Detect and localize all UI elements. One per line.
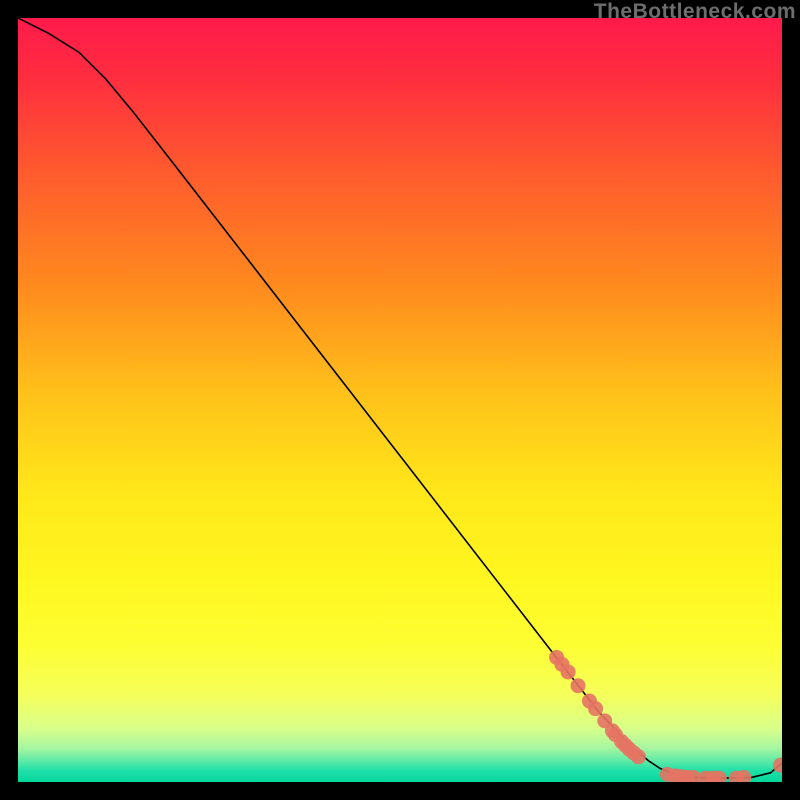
chart-svg xyxy=(18,18,782,782)
data-point xyxy=(561,664,576,679)
attribution-text: TheBottleneck.com xyxy=(594,0,796,24)
plot-area xyxy=(18,18,782,782)
data-point xyxy=(571,678,586,693)
data-point xyxy=(631,749,646,764)
gradient-background xyxy=(18,18,782,782)
chart-frame: TheBottleneck.com xyxy=(0,0,800,800)
data-point xyxy=(588,701,603,716)
